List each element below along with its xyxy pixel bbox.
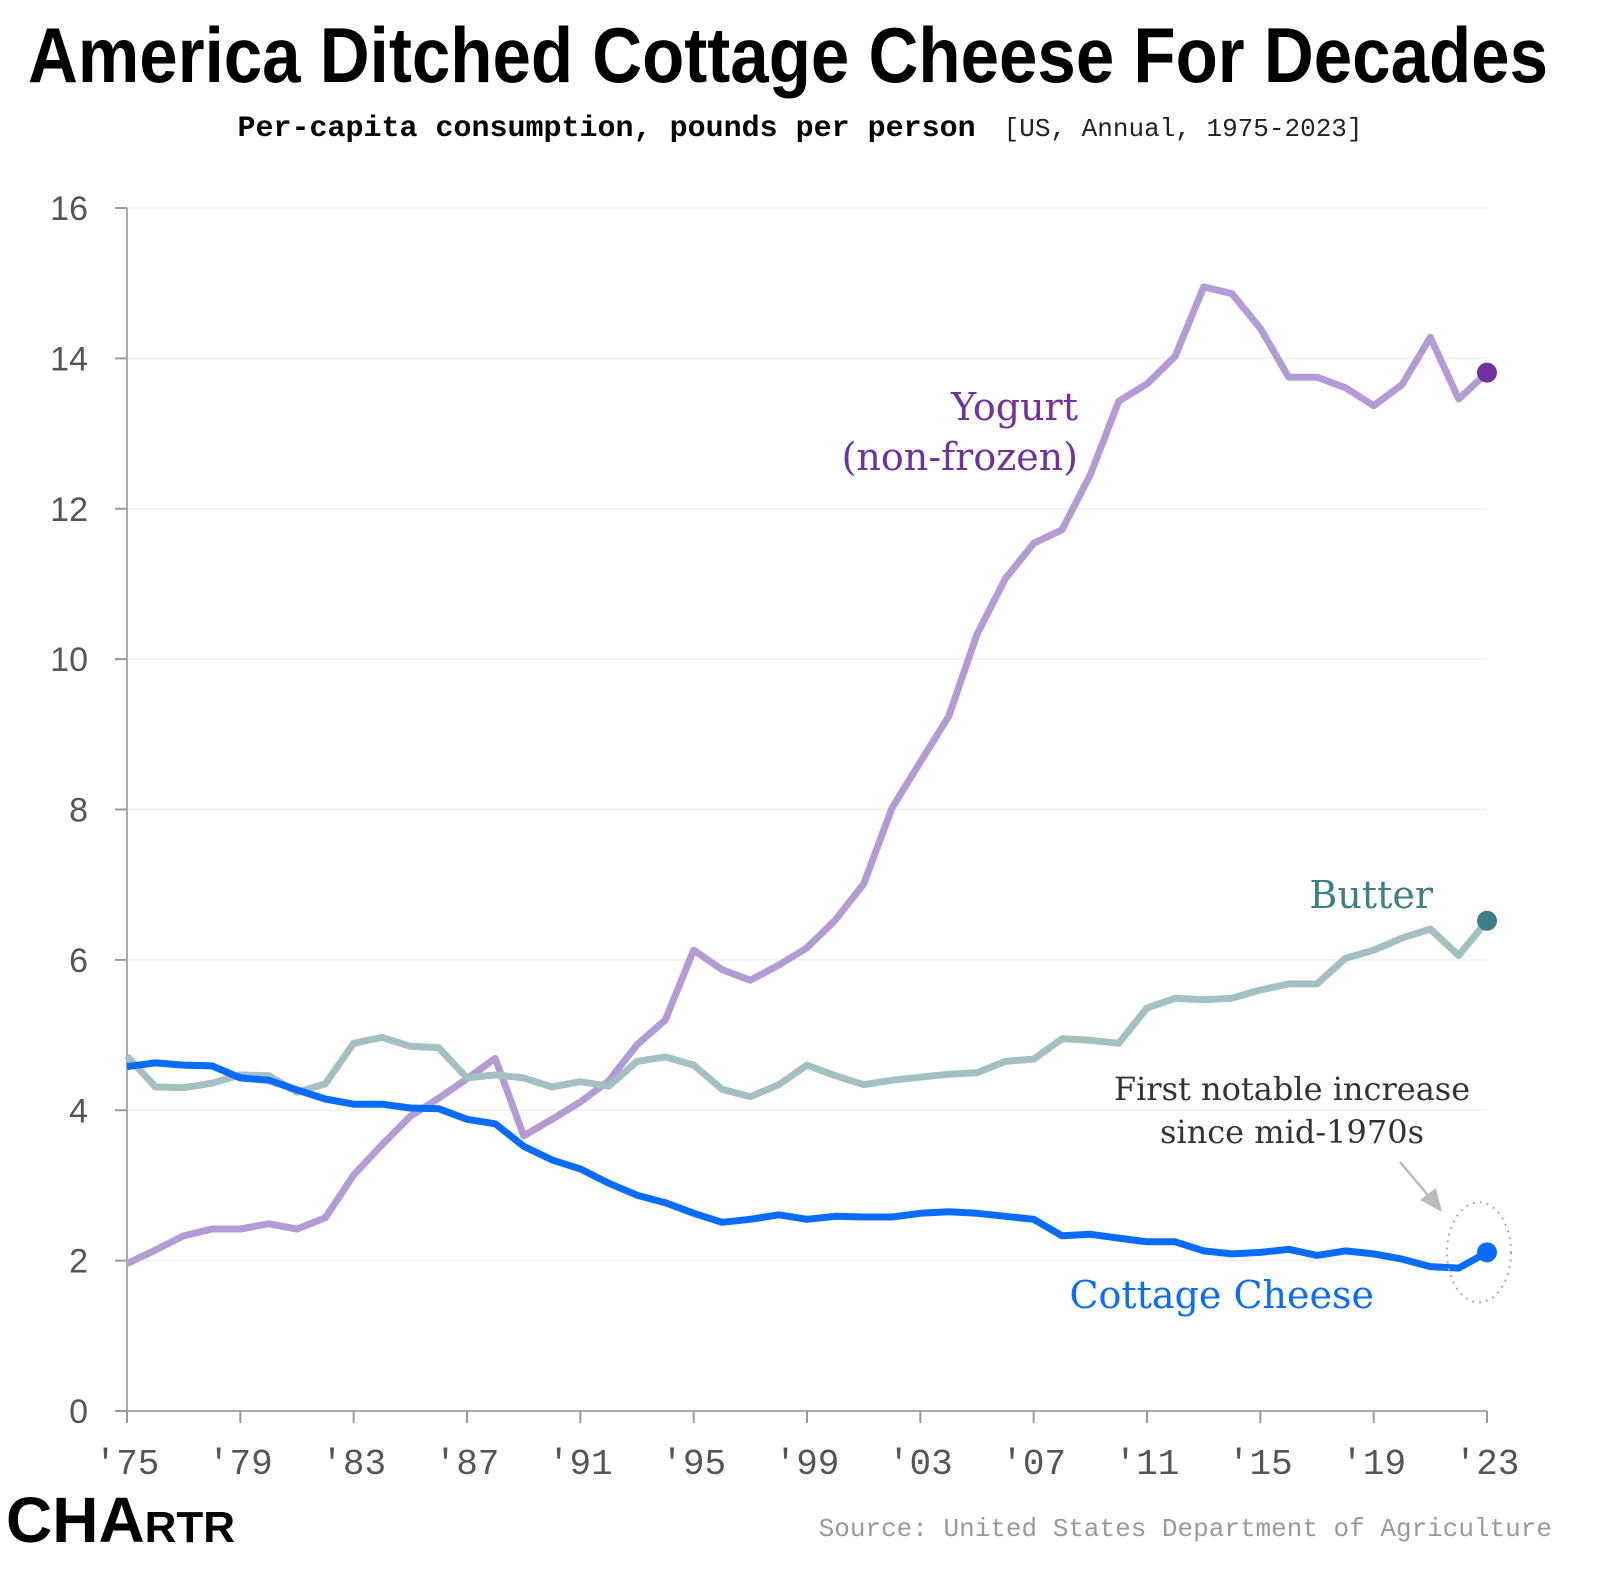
y-tick-label: 6 [69, 942, 88, 980]
source-note: Source: United States Department of Agri… [819, 1514, 1552, 1544]
x-tick-label: '03 [888, 1444, 953, 1485]
gridlines [127, 207, 1487, 1262]
y-tick-label: 12 [50, 491, 88, 529]
chart-subtitle: Per-capita consumption, pounds per perso… [238, 112, 1363, 146]
yogurt-non-frozen-label: Yogurt (non-frozen) [842, 385, 1078, 479]
x-tick-label: '91 [548, 1444, 613, 1485]
x-tick-label: '87 [435, 1444, 500, 1485]
y-tick-label: 4 [69, 1092, 88, 1130]
arrow-head-icon [1420, 1188, 1442, 1212]
x-tick-label: '79 [208, 1444, 273, 1485]
x-tick-label: '83 [321, 1444, 386, 1485]
label-line: Butter [1309, 873, 1433, 917]
x-tick-label: '95 [661, 1444, 726, 1485]
label-line: Cottage Cheese [1069, 1273, 1374, 1317]
annotation-arrow [1399, 1161, 1433, 1201]
annotation-circle [1446, 1201, 1512, 1304]
yogurt-non-frozen-line [125, 283, 1490, 1267]
x-tick-label: '07 [1001, 1444, 1066, 1485]
x-tick-label: '99 [775, 1444, 840, 1485]
butter-line [124, 918, 1490, 1101]
x-tick-label: '19 [1341, 1444, 1406, 1485]
butter-end-dot [1477, 910, 1497, 931]
x-tick-label: '11 [1115, 1444, 1180, 1485]
annotation-text: First notable increase since mid-1970s [1114, 1070, 1470, 1151]
subtitle-main: Per-capita consumption, pounds per perso… [238, 112, 976, 146]
axes: 0 2 4 6 8 10 12 14 16 '75 '79 '83 '87 '91 '95 '99 '03 '07… [50, 190, 1519, 1485]
chartr-logo: CHARTR [6, 1484, 235, 1556]
series-lines [124, 283, 1497, 1272]
cottage-cheese-end-dot [1477, 1242, 1497, 1263]
cottage-cheese-line [126, 1059, 1489, 1272]
subtitle-note: [US, Annual, 1975-2023] [1004, 114, 1363, 144]
y-tick-label: 16 [50, 190, 88, 228]
label-line: (non-frozen) [842, 435, 1078, 479]
x-tick-label: '15 [1228, 1444, 1293, 1485]
series-labels: Yogurt (non-frozen) Butter Cottage Cheese [842, 385, 1434, 1317]
y-tick-label: 0 [69, 1393, 88, 1431]
annotation-line: First notable increase [1114, 1070, 1470, 1108]
label-line: Yogurt [950, 385, 1078, 429]
chart-title: America Ditched Cottage Cheese For Decad… [28, 11, 1548, 99]
y-tick-label: 2 [69, 1243, 88, 1281]
cottage-cheese-label: Cottage Cheese [1069, 1273, 1374, 1317]
yogurt-non-frozen-end-dot [1477, 362, 1497, 383]
annotation-line: since mid-1970s [1160, 1113, 1424, 1151]
annotation: First notable increase since mid-1970s [1114, 1070, 1512, 1304]
y-tick-label: 10 [50, 641, 88, 679]
y-tick-label: 8 [69, 792, 88, 830]
butter-label: Butter [1309, 873, 1433, 917]
x-tick-label: '75 [95, 1444, 160, 1485]
y-tick-label: 14 [50, 340, 88, 378]
x-tick-label: '23 [1455, 1444, 1520, 1485]
